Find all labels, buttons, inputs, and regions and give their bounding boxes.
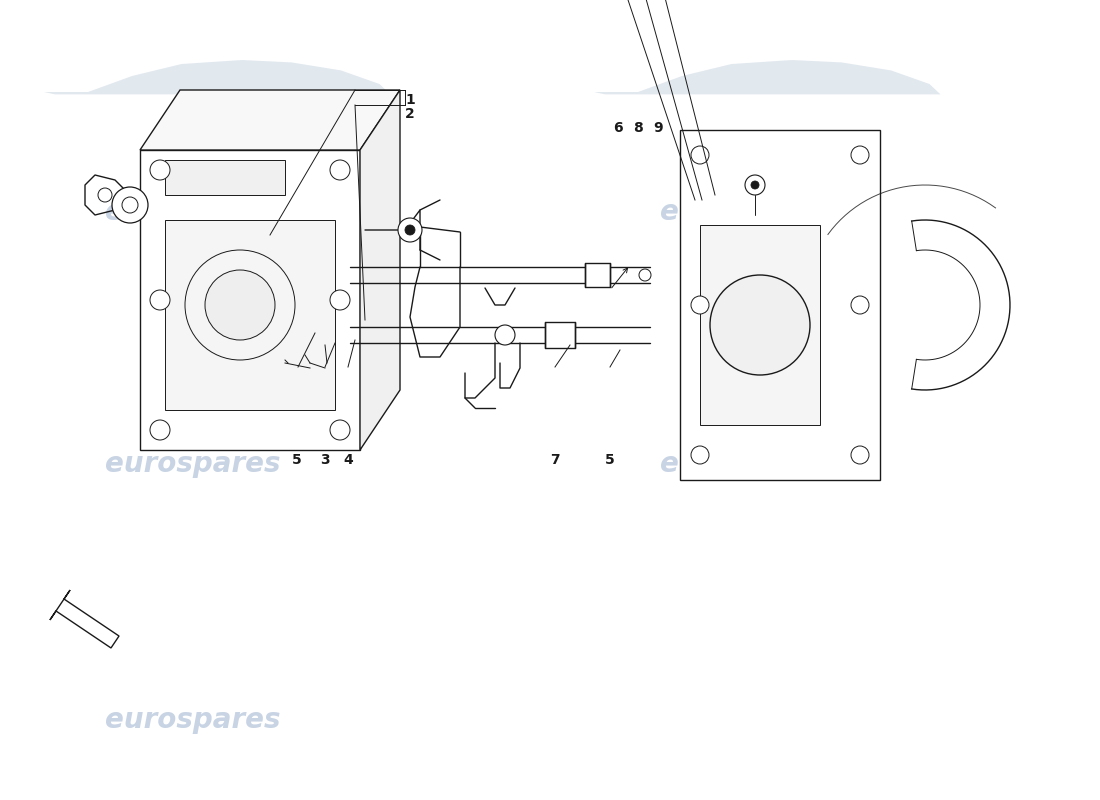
Text: eurospares: eurospares — [660, 198, 836, 226]
Circle shape — [330, 290, 350, 310]
Circle shape — [205, 270, 275, 340]
Circle shape — [112, 187, 148, 223]
Polygon shape — [165, 220, 336, 410]
Polygon shape — [360, 90, 400, 450]
Text: 6: 6 — [613, 121, 623, 135]
Polygon shape — [44, 60, 390, 94]
Circle shape — [122, 197, 138, 213]
Text: 1: 1 — [405, 93, 415, 107]
Circle shape — [710, 275, 810, 375]
Text: 5: 5 — [293, 453, 301, 467]
Polygon shape — [165, 160, 285, 195]
Circle shape — [185, 250, 295, 360]
Circle shape — [851, 446, 869, 464]
Polygon shape — [140, 150, 360, 450]
Text: eurospares: eurospares — [104, 706, 280, 734]
Circle shape — [405, 225, 415, 235]
Circle shape — [495, 325, 515, 345]
Polygon shape — [680, 130, 880, 480]
Text: 2: 2 — [405, 106, 415, 121]
Text: 4: 4 — [343, 453, 353, 467]
Circle shape — [150, 420, 170, 440]
Text: eurospares: eurospares — [660, 450, 836, 478]
Text: 5: 5 — [605, 453, 615, 467]
Polygon shape — [700, 225, 820, 425]
Bar — [585, 263, 611, 287]
Circle shape — [639, 269, 651, 281]
Polygon shape — [140, 90, 400, 150]
Text: eurospares: eurospares — [104, 450, 280, 478]
Circle shape — [745, 175, 764, 195]
Text: 3: 3 — [320, 453, 330, 467]
Circle shape — [691, 146, 710, 164]
Circle shape — [330, 160, 350, 180]
Text: 9: 9 — [653, 121, 663, 135]
Polygon shape — [50, 590, 119, 648]
Circle shape — [691, 446, 710, 464]
Text: eurospares: eurospares — [104, 198, 280, 226]
Circle shape — [398, 218, 422, 242]
Circle shape — [150, 160, 170, 180]
Text: 8: 8 — [634, 121, 642, 135]
Circle shape — [98, 188, 112, 202]
Polygon shape — [594, 60, 940, 94]
Circle shape — [150, 290, 170, 310]
Bar — [544, 322, 575, 348]
Circle shape — [691, 296, 710, 314]
Circle shape — [851, 146, 869, 164]
Text: 7: 7 — [550, 453, 560, 467]
Circle shape — [751, 181, 759, 189]
Circle shape — [330, 420, 350, 440]
Circle shape — [851, 296, 869, 314]
